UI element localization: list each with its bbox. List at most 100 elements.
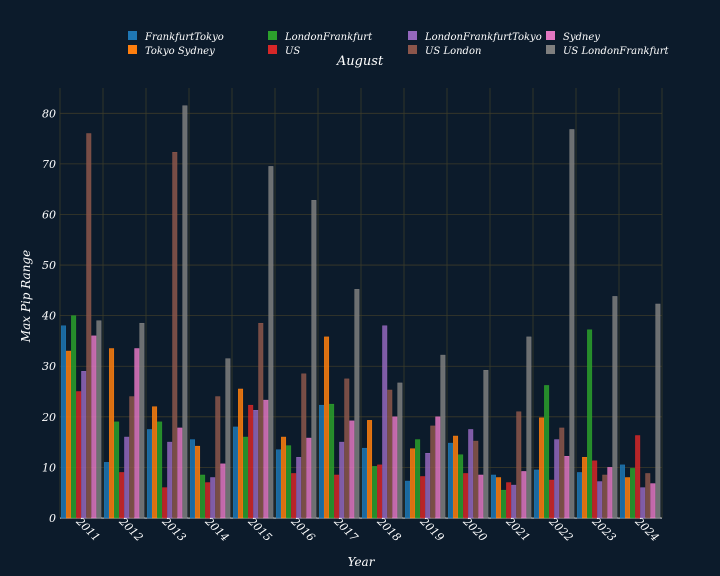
bar	[625, 477, 631, 519]
bar	[526, 336, 532, 519]
bar	[76, 391, 82, 519]
bar	[397, 382, 403, 519]
bar	[162, 487, 168, 519]
x-tick-label: 2020	[460, 514, 490, 544]
bar	[233, 426, 238, 519]
bar	[420, 476, 426, 519]
y-tick-label: 0	[49, 512, 56, 525]
bar	[650, 483, 656, 519]
y-tick-label: 60	[42, 208, 56, 221]
bar	[521, 471, 527, 519]
bar	[501, 489, 507, 519]
grid	[59, 88, 663, 519]
x-axis-title: Year	[348, 555, 376, 569]
x-tick-labels: 2011 2012 2013 2014 2015 2016 2017 2018 2019 2020…	[73, 514, 662, 544]
bar	[592, 460, 598, 519]
bar	[655, 303, 661, 519]
bar	[109, 348, 115, 519]
bar	[577, 472, 582, 519]
bar	[630, 468, 636, 519]
bar	[415, 439, 421, 519]
bar	[491, 474, 496, 519]
bar	[582, 457, 588, 519]
bar	[139, 322, 145, 519]
bar	[478, 474, 484, 519]
bar	[220, 463, 226, 519]
bar	[339, 441, 345, 519]
bar	[114, 421, 120, 519]
bar	[539, 417, 545, 519]
bar	[453, 435, 459, 519]
bar	[430, 425, 436, 519]
bar	[367, 420, 373, 519]
x-tick-label: 2019	[417, 514, 447, 544]
bar	[306, 437, 312, 519]
bar	[296, 457, 302, 519]
y-tick-label: 10	[42, 461, 56, 474]
bar	[435, 416, 441, 519]
bar	[205, 482, 211, 519]
bar	[157, 421, 163, 519]
y-tick-label: 80	[42, 107, 56, 120]
legend-swatch	[268, 31, 277, 40]
bar	[607, 467, 613, 519]
bar	[463, 473, 469, 519]
bar	[382, 325, 388, 519]
bar	[559, 427, 565, 519]
y-axis-title: Max Pip Range	[19, 250, 33, 343]
bar	[311, 200, 317, 519]
bar	[387, 389, 393, 519]
x-tick-label: 2022	[546, 514, 576, 544]
legend-label: Sydney	[563, 32, 600, 43]
bar	[263, 399, 269, 519]
bar	[349, 420, 355, 519]
y-tick-label: 20	[41, 411, 56, 424]
x-tick-label: 2011	[73, 514, 103, 544]
legend-label: US London	[425, 46, 481, 57]
legend[interactable]: FrankfurtTokyo LondonFrankfurt LondonFrank…	[128, 31, 670, 57]
x-tick-label: 2017	[331, 514, 361, 544]
bar	[334, 474, 340, 519]
bar	[506, 482, 512, 519]
x-tick-label: 2016	[288, 514, 318, 544]
x-tick-label: 2013	[159, 514, 189, 544]
bar	[124, 436, 130, 519]
bar	[281, 436, 287, 519]
bar	[511, 484, 517, 519]
legend-swatch	[546, 31, 555, 40]
bar	[276, 449, 281, 519]
x-tick-label: 2018	[374, 514, 404, 544]
bar	[86, 133, 92, 519]
bar	[248, 404, 254, 519]
bar	[324, 336, 330, 519]
y-tick-labels: 0 10 20 30 40 50 60 70 80	[41, 107, 56, 525]
bar	[483, 370, 489, 519]
legend-swatch	[408, 45, 417, 54]
bar	[104, 462, 109, 519]
bar	[225, 358, 231, 519]
bar	[200, 474, 206, 519]
legend-label: Tokyo Sydney	[145, 46, 215, 57]
bar	[81, 371, 87, 519]
legend-label: LondonFrankfurtTokyo	[424, 32, 542, 43]
bar	[635, 435, 641, 519]
bar	[96, 320, 102, 519]
legend-swatch	[408, 31, 417, 40]
y-tick-label: 50	[42, 259, 56, 272]
bar	[544, 385, 550, 519]
bar	[377, 464, 383, 519]
bar	[319, 404, 324, 519]
bar	[301, 373, 307, 519]
legend-label: FrankfurtTokyo	[144, 32, 224, 43]
x-tick-label: 2015	[245, 514, 275, 544]
bar	[468, 429, 474, 519]
legend-swatch	[268, 45, 277, 54]
bar	[253, 409, 259, 519]
bar	[458, 454, 464, 519]
bar	[392, 416, 398, 519]
bar	[268, 166, 274, 519]
bar	[147, 429, 152, 519]
bar	[440, 354, 446, 519]
bar	[66, 350, 72, 519]
chart-title: August	[336, 54, 384, 69]
